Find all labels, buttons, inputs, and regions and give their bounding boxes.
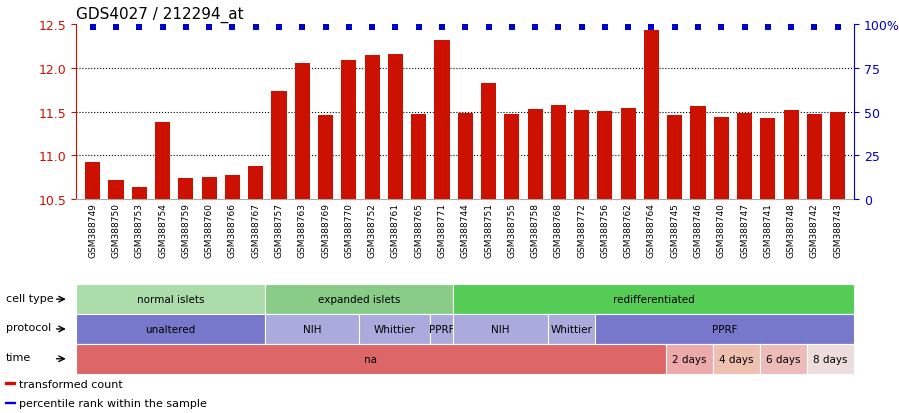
Bar: [574, 111, 589, 200]
Bar: [411, 115, 426, 200]
Text: GSM388744: GSM388744: [460, 202, 470, 257]
Text: GSM388750: GSM388750: [111, 202, 120, 257]
Bar: [434, 40, 450, 200]
Text: GSM388747: GSM388747: [740, 202, 749, 257]
Text: Whittier: Whittier: [550, 324, 592, 334]
Bar: [761, 119, 776, 200]
Bar: [784, 111, 798, 200]
Bar: [528, 110, 543, 200]
Text: GSM388771: GSM388771: [438, 202, 447, 257]
Text: PPRF: PPRF: [712, 324, 737, 334]
Text: Whittier: Whittier: [374, 324, 415, 334]
Text: GSM388749: GSM388749: [88, 202, 97, 257]
Bar: [5, 402, 15, 404]
Bar: [201, 177, 217, 200]
Text: GSM388751: GSM388751: [484, 202, 493, 257]
Bar: [807, 115, 822, 200]
Text: na: na: [364, 354, 378, 364]
Bar: [85, 162, 101, 200]
Text: GSM388768: GSM388768: [554, 202, 563, 257]
Text: NIH: NIH: [492, 324, 510, 334]
Text: GSM388746: GSM388746: [693, 202, 702, 257]
Bar: [644, 31, 659, 200]
Text: GSM388753: GSM388753: [135, 202, 144, 257]
Text: cell type: cell type: [6, 293, 54, 303]
Text: protocol: protocol: [6, 323, 51, 332]
Bar: [830, 112, 845, 200]
Bar: [225, 176, 240, 200]
Text: unaltered: unaltered: [146, 324, 196, 334]
Text: GSM388740: GSM388740: [717, 202, 725, 257]
Bar: [271, 92, 287, 200]
Text: GSM388755: GSM388755: [507, 202, 516, 257]
Text: GSM388762: GSM388762: [624, 202, 633, 257]
Text: GSM388772: GSM388772: [577, 202, 586, 257]
Text: GSM388745: GSM388745: [671, 202, 680, 257]
Text: GSM388757: GSM388757: [274, 202, 283, 257]
Text: GSM388770: GSM388770: [344, 202, 353, 257]
Text: transformed count: transformed count: [19, 379, 122, 389]
Text: GSM388756: GSM388756: [601, 202, 610, 257]
Bar: [504, 115, 520, 200]
Bar: [551, 105, 566, 200]
Text: expanded islets: expanded islets: [318, 294, 400, 304]
Bar: [620, 109, 636, 200]
Bar: [318, 116, 334, 200]
Text: GSM388748: GSM388748: [787, 202, 796, 257]
Text: GSM388759: GSM388759: [182, 202, 191, 257]
Bar: [714, 118, 729, 200]
Text: normal islets: normal islets: [137, 294, 204, 304]
Bar: [737, 114, 752, 200]
Bar: [481, 83, 496, 200]
Text: GSM388765: GSM388765: [414, 202, 423, 257]
Text: GSM388761: GSM388761: [391, 202, 400, 257]
Text: GDS4027 / 212294_at: GDS4027 / 212294_at: [76, 7, 244, 24]
Text: 2 days: 2 days: [672, 354, 707, 364]
Text: time: time: [6, 352, 31, 362]
Bar: [597, 112, 612, 200]
Text: GSM388769: GSM388769: [321, 202, 330, 257]
Bar: [295, 64, 310, 200]
Text: GSM388743: GSM388743: [833, 202, 842, 257]
Text: GSM388752: GSM388752: [368, 202, 377, 257]
Text: GSM388754: GSM388754: [158, 202, 167, 257]
Text: percentile rank within the sample: percentile rank within the sample: [19, 398, 207, 408]
Text: GSM388766: GSM388766: [228, 202, 237, 257]
Bar: [155, 123, 170, 200]
Text: 4 days: 4 days: [719, 354, 753, 364]
Text: GSM388767: GSM388767: [251, 202, 260, 257]
Text: GSM388742: GSM388742: [810, 202, 819, 257]
Bar: [667, 116, 682, 200]
Bar: [342, 61, 356, 200]
Bar: [178, 179, 193, 200]
Text: NIH: NIH: [303, 324, 321, 334]
Bar: [5, 382, 15, 384]
Bar: [387, 55, 403, 200]
Text: GSM388741: GSM388741: [763, 202, 772, 257]
Text: GSM388758: GSM388758: [530, 202, 539, 257]
Text: GSM388764: GSM388764: [647, 202, 656, 257]
Bar: [458, 114, 473, 200]
Bar: [109, 180, 123, 200]
Text: PPRF: PPRF: [429, 324, 454, 334]
Text: GSM388760: GSM388760: [205, 202, 214, 257]
Bar: [364, 55, 379, 200]
Text: GSM388763: GSM388763: [298, 202, 307, 257]
Bar: [132, 188, 147, 200]
Text: 6 days: 6 days: [766, 354, 801, 364]
Bar: [248, 166, 263, 200]
Text: 8 days: 8 days: [814, 354, 848, 364]
Bar: [690, 107, 706, 200]
Text: redifferentiated: redifferentiated: [613, 294, 695, 304]
